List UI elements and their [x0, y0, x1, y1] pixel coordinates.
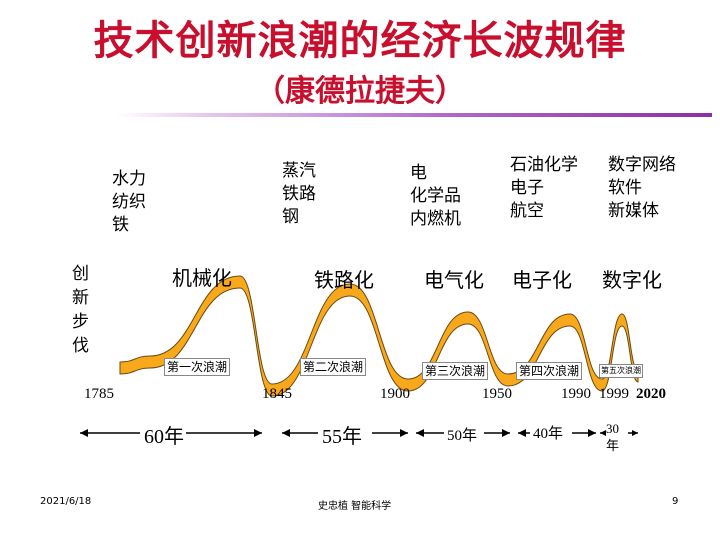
page-subtitle: （康德拉捷夫）	[255, 74, 465, 109]
wave3-name: 第三次浪潮	[422, 362, 489, 380]
wave3-label: 电气化	[424, 268, 484, 292]
page-title: 技术创新浪潮的经济长波规律	[93, 18, 627, 64]
footer-author: 史忠植 智能科学	[318, 501, 392, 512]
wave2-label: 铁路化	[314, 268, 374, 292]
period-40-years: 40年	[533, 426, 564, 442]
period-arrows	[80, 429, 638, 437]
period-60-years: 60年	[144, 426, 184, 448]
wave5-label: 数字化	[602, 268, 662, 292]
year-1999: 1999	[599, 386, 629, 402]
year-2020: 2020	[636, 386, 666, 402]
wave1-label: 机械化	[172, 266, 232, 290]
wave1-technologies: 水力 纺织 铁	[112, 169, 146, 235]
footer-date: 2021/6/18	[40, 496, 92, 507]
wave4-name: 第四次浪潮	[516, 362, 583, 380]
period-50-years: 50年	[447, 428, 478, 444]
long-wave-band	[119, 275, 639, 397]
wave2-technologies: 蒸汽 铁路 钢	[282, 161, 316, 227]
year-1845: 1845	[262, 386, 292, 402]
period-55-years: 55年	[322, 426, 362, 448]
year-1990: 1990	[561, 386, 591, 402]
period-30-years: 30 年	[606, 421, 620, 453]
title-divider	[116, 113, 712, 117]
wave2-name: 第二次浪潮	[300, 358, 367, 376]
wave1-name: 第一次浪潮	[164, 358, 231, 376]
year-1785: 1785	[84, 386, 114, 402]
year-1900: 1900	[380, 386, 410, 402]
wave3-technologies: 电 化学品 内燃机	[410, 163, 461, 229]
wave5-name: 第五次浪潮	[599, 364, 643, 378]
wave4-label: 电子化	[512, 268, 572, 292]
footer-page-number: 9	[672, 496, 679, 507]
wave4-technologies: 石油化学 电子 航空	[510, 155, 578, 221]
year-1950: 1950	[482, 386, 512, 402]
innovation-pace-label: 创 新 步 伐	[72, 264, 89, 356]
wave5-technologies: 数字网络 软件 新媒体	[608, 155, 676, 221]
